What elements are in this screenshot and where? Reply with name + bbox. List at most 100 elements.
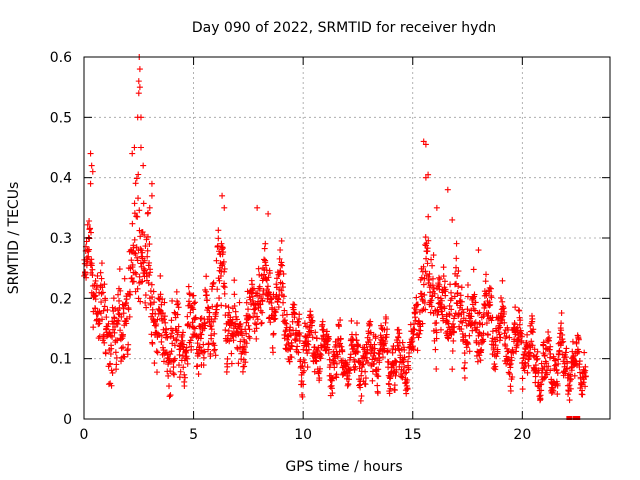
data-point xyxy=(281,307,288,314)
data-point xyxy=(113,361,120,368)
data-point xyxy=(173,337,180,344)
data-point xyxy=(243,299,250,306)
data-point xyxy=(146,259,153,266)
data-point xyxy=(265,274,272,281)
data-point xyxy=(249,286,256,293)
data-point xyxy=(196,350,203,357)
data-point xyxy=(99,316,106,323)
data-point xyxy=(545,328,552,335)
data-point xyxy=(319,318,326,325)
data-point xyxy=(159,296,166,303)
data-point xyxy=(448,289,455,296)
data-point xyxy=(494,350,501,357)
data-point xyxy=(203,273,210,280)
data-point xyxy=(263,277,270,284)
data-point xyxy=(581,349,588,356)
data-point xyxy=(84,221,91,228)
data-point xyxy=(411,326,418,333)
data-point xyxy=(359,361,366,368)
data-point xyxy=(218,240,225,247)
data-point xyxy=(354,349,361,356)
data-point xyxy=(88,162,95,169)
data-point xyxy=(224,355,231,362)
data-point xyxy=(272,309,279,316)
data-point xyxy=(98,260,105,267)
data-point xyxy=(205,341,212,348)
data-point xyxy=(108,367,115,374)
data-point xyxy=(146,204,153,211)
data-point xyxy=(474,324,481,331)
data-point xyxy=(391,382,398,389)
data-point xyxy=(386,381,393,388)
data-point xyxy=(419,296,426,303)
data-point xyxy=(571,372,578,379)
data-point xyxy=(178,340,185,347)
data-point xyxy=(125,341,132,348)
data-point xyxy=(187,337,194,344)
x-axis-label: GPS time / hours xyxy=(285,459,402,475)
data-point xyxy=(582,367,589,374)
data-point xyxy=(94,272,101,279)
data-point xyxy=(395,334,402,341)
data-point xyxy=(131,200,138,207)
data-point xyxy=(563,345,570,352)
data-point xyxy=(87,229,94,236)
data-point xyxy=(121,275,128,282)
data-point xyxy=(167,392,174,399)
data-point xyxy=(417,327,424,334)
data-point xyxy=(506,334,513,341)
data-point xyxy=(424,260,431,267)
data-point xyxy=(295,322,302,329)
data-point xyxy=(212,352,219,359)
data-point xyxy=(137,114,144,121)
data-point xyxy=(499,298,506,305)
data-point xyxy=(509,374,516,381)
data-point xyxy=(437,326,444,333)
data-point xyxy=(454,272,461,279)
data-point xyxy=(400,356,407,363)
data-point xyxy=(135,171,142,178)
data-point xyxy=(185,298,192,305)
data-point xyxy=(507,387,514,394)
data-point xyxy=(254,316,261,323)
data-point xyxy=(418,290,425,297)
data-point xyxy=(116,297,123,304)
data-point xyxy=(117,327,124,334)
data-point xyxy=(421,299,428,306)
data-point xyxy=(241,363,248,370)
data-point xyxy=(296,315,303,322)
data-point xyxy=(154,349,161,356)
data-point xyxy=(402,370,409,377)
data-point xyxy=(139,278,146,285)
data-point xyxy=(266,270,273,277)
data-point xyxy=(546,334,553,341)
data-point xyxy=(358,393,365,400)
data-point xyxy=(304,364,311,371)
data-point xyxy=(420,281,427,288)
data-point xyxy=(147,266,154,273)
data-point xyxy=(246,335,253,342)
data-point xyxy=(562,354,569,361)
data-point xyxy=(300,356,307,363)
data-point xyxy=(541,352,548,359)
data-point xyxy=(147,300,154,307)
data-point xyxy=(540,339,547,346)
data-point xyxy=(262,262,269,269)
data-point xyxy=(225,304,232,311)
data-point xyxy=(145,280,152,287)
data-point xyxy=(301,359,308,366)
axis-ticks xyxy=(83,56,610,420)
data-point xyxy=(426,270,433,277)
data-point xyxy=(449,366,456,373)
data-point xyxy=(149,294,156,301)
data-point xyxy=(142,243,149,250)
data-point xyxy=(278,287,285,294)
data-point xyxy=(272,315,279,322)
data-point xyxy=(99,289,106,296)
data-point xyxy=(459,319,466,326)
data-point xyxy=(464,306,471,313)
data-point xyxy=(440,273,447,280)
data-point xyxy=(98,299,105,306)
data-point xyxy=(132,250,139,257)
data-point xyxy=(427,289,434,296)
